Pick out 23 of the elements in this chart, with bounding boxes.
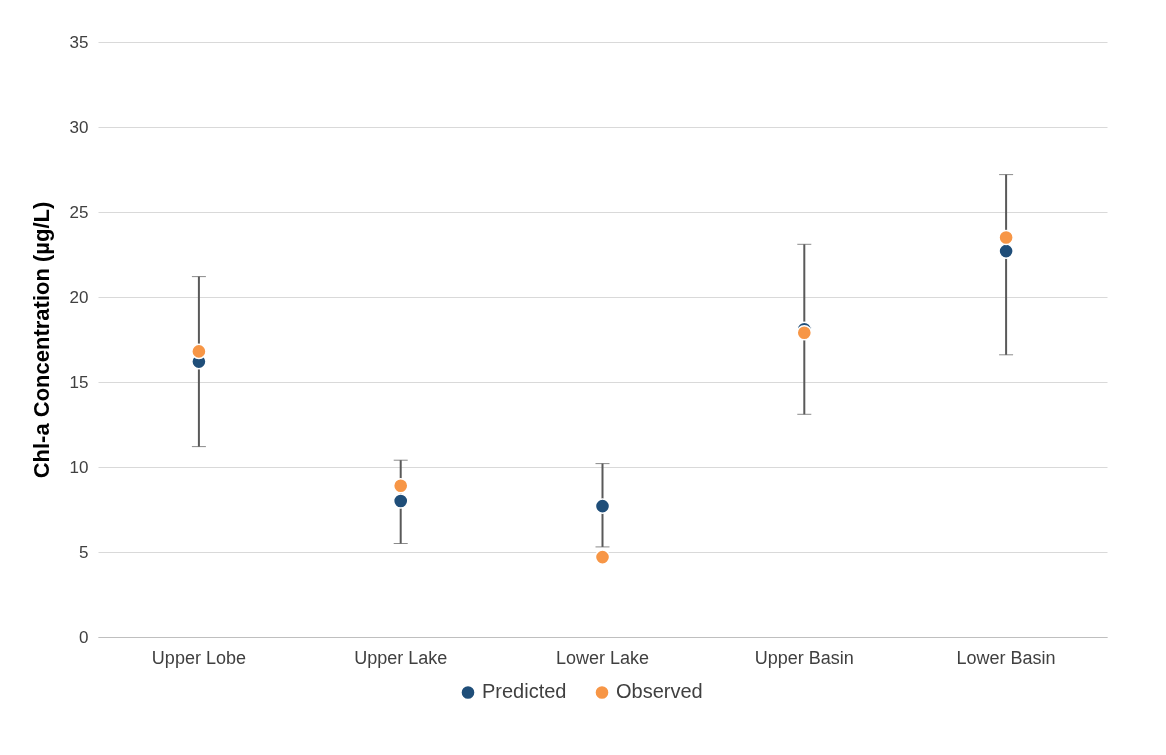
y-tick-label: 30	[69, 117, 89, 137]
y-axis-title: Chl-a Concentration (µg/L)	[28, 201, 54, 479]
y-tick-label: 0	[79, 627, 89, 647]
legend-label: Observed	[616, 680, 703, 703]
point	[998, 229, 1014, 246]
legend-label: Predicted	[482, 680, 567, 703]
x-tick-label: Lower Lake	[555, 647, 650, 668]
x-tick-label: Lower Basin	[956, 647, 1056, 668]
point	[594, 498, 611, 514]
point	[392, 477, 409, 494]
point	[998, 243, 1014, 259]
point	[392, 493, 409, 509]
y-tick-label: 15	[69, 372, 89, 392]
y-tick-label: 35	[69, 32, 89, 52]
point	[594, 549, 611, 565]
x-tick-label: Upper Basin	[754, 647, 854, 668]
y-tick-label: 20	[69, 287, 89, 307]
x-tick-label: Upper Lobe	[151, 647, 246, 668]
point	[191, 343, 207, 360]
y-tick-label: 25	[69, 202, 89, 222]
y-tick-label: 10	[69, 457, 89, 477]
y-tick-label: 5	[79, 542, 89, 562]
x-tick-label: Upper Lake	[354, 647, 448, 668]
